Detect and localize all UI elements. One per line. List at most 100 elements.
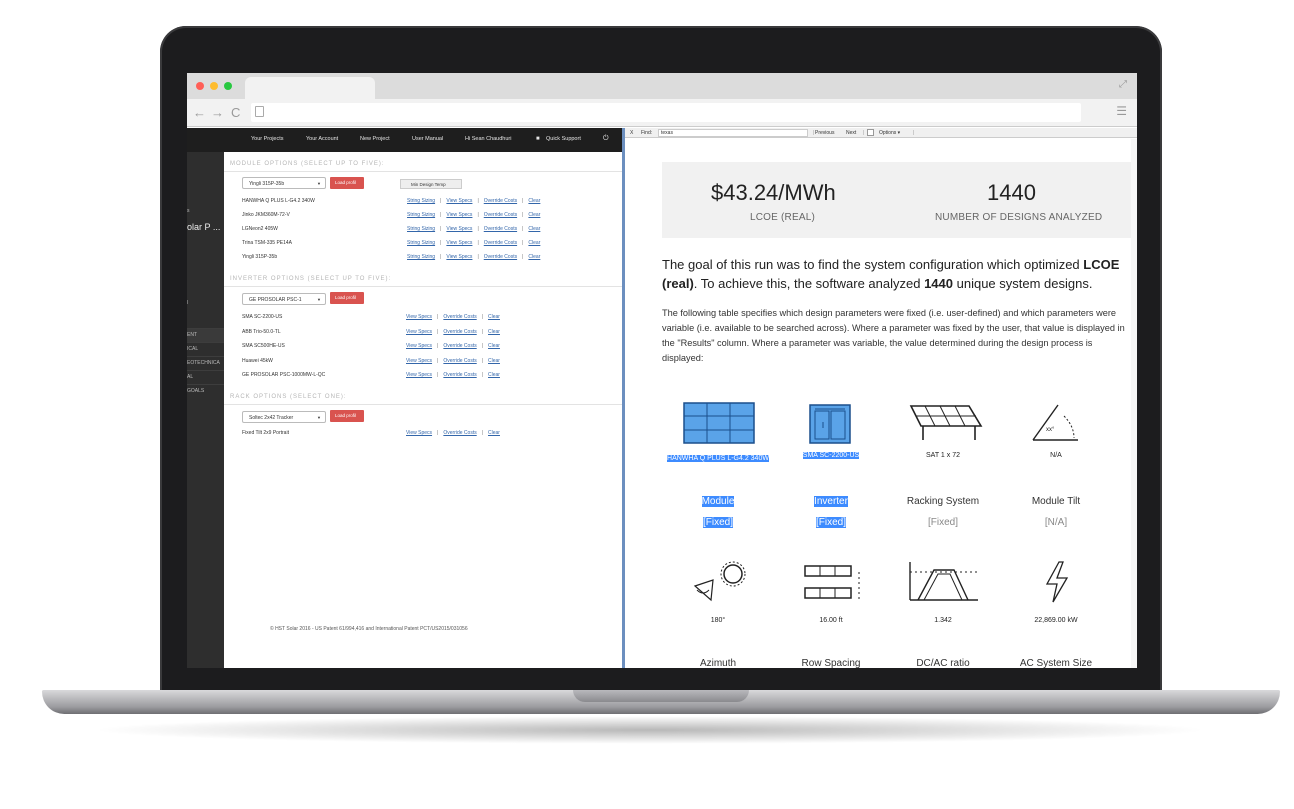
nav-user-greeting[interactable]: Hi Sean Chaudhuri bbox=[465, 136, 512, 142]
dcac-ratio-icon bbox=[909, 562, 978, 601]
view-specs-link[interactable]: View Specs bbox=[406, 343, 433, 349]
lcoe-label: LCOE (REAL) bbox=[750, 212, 815, 223]
view-specs-link[interactable]: View Specs bbox=[446, 212, 473, 218]
override-costs-link[interactable]: Override Costs bbox=[443, 314, 477, 320]
find-previous-button[interactable]: Previous bbox=[815, 130, 835, 136]
address-bar[interactable] bbox=[251, 103, 1081, 122]
project-name[interactable]: olar P ... bbox=[187, 222, 221, 232]
clear-link[interactable]: Clear bbox=[488, 343, 500, 349]
module-item: Yingli 315P-35b bbox=[242, 254, 278, 260]
inverter-select[interactable]: GE PROSOLAR PSC-1 ▼ bbox=[242, 293, 326, 305]
dcac-caption: 1.342 bbox=[934, 617, 952, 624]
menu-icon[interactable]: ☰ bbox=[1116, 104, 1127, 118]
pane-divider[interactable] bbox=[622, 128, 625, 668]
maximize-window-button[interactable] bbox=[224, 82, 232, 90]
view-specs-link[interactable]: View Specs bbox=[446, 240, 473, 246]
sidebar-item-3[interactable]: EOTECHNICA bbox=[187, 356, 224, 370]
nav-user-manual[interactable]: User Manual bbox=[412, 136, 444, 142]
module-select[interactable]: Yingli 315P-35b ▼ bbox=[242, 177, 326, 189]
module-item-links: String Sizing | View Specs | Override Costs |… bbox=[407, 240, 541, 246]
override-costs-link[interactable]: Override Costs bbox=[483, 254, 518, 260]
override-costs-link[interactable]: Override Costs bbox=[483, 212, 518, 218]
fullscreen-icon[interactable]: ⤢ bbox=[1119, 79, 1127, 90]
forward-button[interactable]: → bbox=[211, 105, 224, 120]
clear-link[interactable]: Clear bbox=[488, 372, 500, 378]
module-item-links: String Sizing | View Specs | Override Costs |… bbox=[407, 198, 541, 204]
screen: ⤢ ← → C ☰ Your Projects Your Account New… bbox=[187, 73, 1137, 668]
sidebar-item-2[interactable]: ICAL bbox=[187, 342, 224, 356]
override-costs-link[interactable]: Override Costs bbox=[443, 329, 477, 335]
clear-link[interactable]: Clear bbox=[528, 212, 541, 218]
inverter-status: [Fixed] bbox=[815, 517, 846, 528]
find-close-button[interactable]: X bbox=[630, 130, 634, 136]
clear-link[interactable]: Clear bbox=[488, 329, 500, 335]
find-input[interactable]: texas bbox=[658, 129, 808, 137]
back-button[interactable]: ← bbox=[193, 105, 206, 120]
view-specs-link[interactable]: View Specs bbox=[446, 254, 473, 260]
string-sizing-link[interactable]: String Sizing bbox=[407, 198, 436, 204]
module-status: [Fixed] bbox=[702, 517, 733, 528]
inverter-load-button[interactable]: Load profil bbox=[330, 292, 364, 304]
override-costs-link[interactable]: Override Costs bbox=[483, 240, 518, 246]
dcac-name: DC/AC ratio bbox=[916, 658, 970, 668]
nav-your-projects[interactable]: Your Projects bbox=[251, 136, 284, 142]
string-sizing-link[interactable]: String Sizing bbox=[407, 254, 436, 260]
string-sizing-link[interactable]: String Sizing bbox=[407, 226, 436, 232]
copyright-footer: © HST Solar 2016 - US Patent 61/994,416 … bbox=[270, 626, 468, 632]
rack-select[interactable]: Soltec 2x42 Tracker ▼ bbox=[242, 411, 326, 423]
view-specs-link[interactable]: View Specs bbox=[406, 430, 433, 436]
browser-nav-bar: ← → C ☰ bbox=[187, 99, 1137, 127]
tilt-status: [N/A] bbox=[1044, 517, 1068, 528]
clear-link[interactable]: Clear bbox=[528, 198, 541, 204]
rack-load-button[interactable]: Load profil bbox=[330, 410, 364, 422]
module-item: Jinko JKM360M-72-V bbox=[242, 212, 290, 218]
inverter-caption: SMA SC-2200-US bbox=[802, 452, 860, 459]
string-sizing-link[interactable]: String Sizing bbox=[407, 212, 436, 218]
sidebar-item-5[interactable]: GOALS bbox=[187, 384, 224, 398]
inverter-section-title: INVERTER OPTIONS (SELECT UP TO FIVE): bbox=[230, 276, 392, 282]
nav-quick-support[interactable]: Quick Support bbox=[546, 136, 581, 142]
browser-tab[interactable] bbox=[245, 77, 375, 99]
rack-item: Fixed Tilt 2x9 Portrait bbox=[242, 430, 289, 436]
nav-new-project[interactable]: New Project bbox=[360, 136, 390, 142]
clear-link[interactable]: Clear bbox=[528, 226, 541, 232]
designs-value: 1440 bbox=[987, 180, 1036, 205]
minimize-window-button[interactable] bbox=[210, 82, 218, 90]
clear-link[interactable]: Clear bbox=[528, 254, 541, 260]
view-specs-link[interactable]: View Specs bbox=[406, 358, 433, 364]
close-window-button[interactable] bbox=[196, 82, 204, 90]
view-specs-link[interactable]: View Specs bbox=[406, 314, 433, 320]
reload-button[interactable]: C bbox=[231, 105, 241, 120]
override-costs-link[interactable]: Override Costs bbox=[443, 358, 477, 364]
find-next-button[interactable]: Next bbox=[846, 130, 857, 136]
scrollbar[interactable] bbox=[1131, 139, 1137, 668]
module-item: HANWHA Q PLUS L-G4.2 340W bbox=[242, 198, 315, 204]
sidebar-item-4[interactable]: AL bbox=[187, 370, 224, 384]
override-costs-link[interactable]: Override Costs bbox=[483, 198, 518, 204]
nav-your-account[interactable]: Your Account bbox=[306, 136, 339, 142]
clear-link[interactable]: Clear bbox=[488, 430, 500, 436]
override-costs-link[interactable]: Override Costs bbox=[443, 372, 477, 378]
clear-link[interactable]: Clear bbox=[488, 358, 500, 364]
view-specs-link[interactable]: View Specs bbox=[406, 372, 433, 378]
sidebar-item-1[interactable]: ENT bbox=[187, 328, 224, 342]
clear-link[interactable]: Clear bbox=[488, 314, 500, 320]
view-specs-link[interactable]: View Specs bbox=[446, 226, 473, 232]
min-design-temp-button[interactable]: Min Design Temp bbox=[400, 179, 462, 189]
design-app-panel: Your Projects Your Account New Project U… bbox=[187, 128, 622, 668]
ac-size-name: AC System Size bbox=[1019, 658, 1093, 668]
find-options-button[interactable]: Options ▾ bbox=[879, 130, 901, 136]
view-specs-link[interactable]: View Specs bbox=[446, 198, 473, 204]
override-costs-link[interactable]: Override Costs bbox=[443, 343, 477, 349]
lightning-icon bbox=[1045, 561, 1069, 603]
project-sidebar: s olar P ... l ENT ICAL EOTECHNICA AL GO… bbox=[187, 152, 224, 668]
inverter-item-links: View Specs | Override Costs | Clear bbox=[406, 372, 500, 378]
override-costs-link[interactable]: Override Costs bbox=[443, 430, 477, 436]
view-specs-link[interactable]: View Specs bbox=[406, 329, 433, 335]
override-costs-link[interactable]: Override Costs bbox=[483, 226, 518, 232]
module-name: Module bbox=[701, 496, 735, 507]
clear-link[interactable]: Clear bbox=[528, 240, 541, 246]
power-icon[interactable]: ⏻ bbox=[603, 135, 609, 142]
module-load-button[interactable]: Load profil bbox=[330, 177, 364, 189]
string-sizing-link[interactable]: String Sizing bbox=[407, 240, 436, 246]
